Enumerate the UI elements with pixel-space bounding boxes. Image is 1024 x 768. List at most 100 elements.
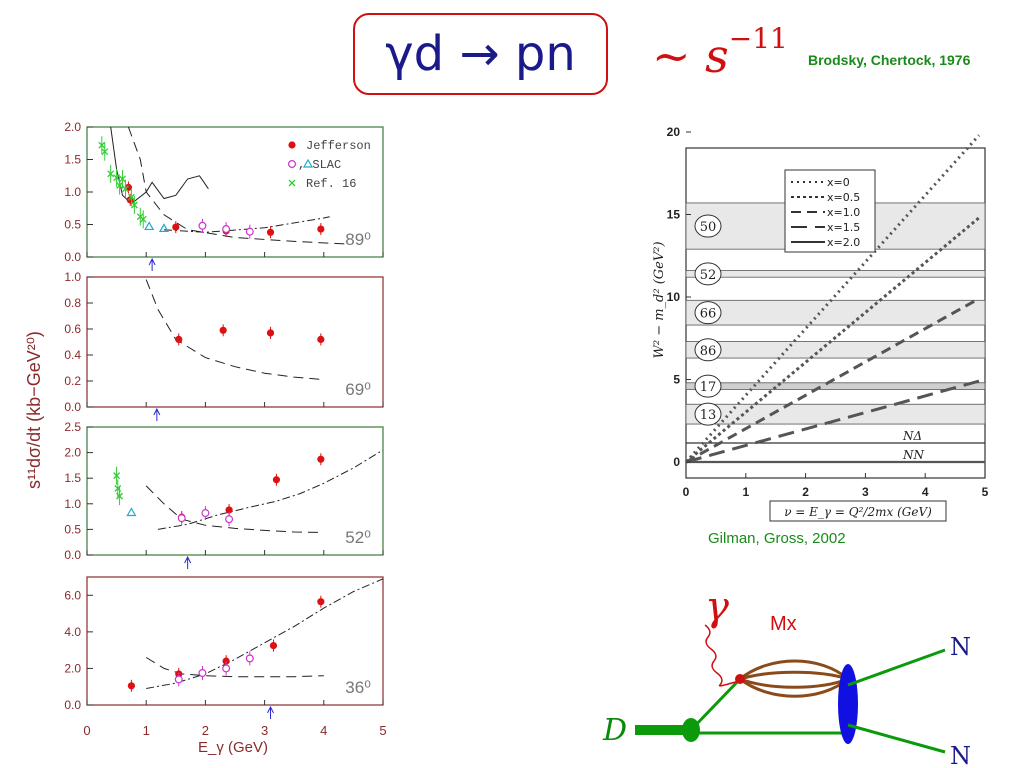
x-tick-label: 1: [143, 723, 150, 738]
y-tick-label: 1.0: [64, 497, 81, 511]
theory-curve-dashed: [127, 126, 348, 245]
legend-slac-label: , SLAC: [298, 158, 341, 172]
panel-frame: [86, 576, 384, 706]
citation-gilman: Gilman, Gross, 2002: [708, 530, 846, 547]
legend-slac-circle: [288, 160, 297, 169]
theory-curve-dashed: [145, 279, 324, 381]
angle-label: 36⁰: [345, 678, 371, 697]
y-tick-label: 4.0: [64, 625, 81, 639]
resonance-band-86: [685, 341, 986, 359]
band-label: 86: [700, 344, 717, 359]
x-tick-label: 4: [320, 723, 327, 738]
n-label-top: N: [950, 633, 971, 661]
slac-circle-point: [222, 225, 231, 234]
final-blob: [838, 664, 858, 744]
y-tick-label: 15: [667, 208, 681, 222]
y-tick-label: 0.5: [64, 218, 81, 232]
x-tick-label: 1: [742, 485, 749, 499]
slac-circle-point: [198, 221, 207, 230]
y-tick-label: 0.4: [64, 348, 81, 362]
y-tick-label: 2.0: [64, 120, 81, 134]
band-label: 52: [700, 268, 717, 283]
slac-triangle-point: [144, 221, 155, 231]
y-tick-label: 2.0: [64, 446, 81, 460]
y-tick-label: 0.0: [64, 400, 81, 414]
slac-triangle-point: [126, 507, 137, 517]
band-label-circle: [694, 214, 722, 238]
threshold-arrow: [153, 407, 161, 421]
series-x=0: [684, 134, 981, 464]
threshold-arrow: [267, 705, 274, 719]
series-x=1.5: [685, 379, 980, 464]
resonance-band-66: [685, 299, 986, 326]
x-axis-label: E_γ (GeV): [198, 739, 268, 756]
y-tick-label: 0.0: [64, 548, 81, 562]
mx-line: [739, 670, 849, 681]
y-tick-label: 0.8: [64, 296, 81, 310]
jefferson-point: [127, 682, 135, 690]
ref16-point: [113, 472, 121, 480]
mx-label: Mx: [770, 613, 797, 635]
jefferson-point: [269, 641, 278, 650]
scaling-base: ~ s: [652, 29, 729, 83]
photon-line: [704, 624, 743, 687]
band-label: 50: [700, 220, 717, 235]
jefferson-point: [317, 335, 325, 343]
band-label: 17: [700, 380, 717, 395]
panel-4: 0.0 2.0 4.0 6.0 36⁰: [64, 576, 384, 719]
slac-circle-point: [174, 675, 183, 684]
jefferson-point: [175, 335, 183, 343]
scaling-exponent: −11: [728, 22, 788, 55]
angle-label: 89⁰: [345, 230, 371, 249]
x-tick-label: 5: [982, 485, 989, 499]
x-tick-label: 2: [802, 485, 809, 499]
x-axis-label-box: [769, 500, 947, 522]
band-label-circle: [694, 374, 722, 398]
mx-line: [739, 677, 849, 689]
jefferson-point: [266, 329, 275, 337]
d-label: D: [602, 713, 627, 748]
band-label-circle: [694, 402, 722, 426]
mx-line: [739, 659, 849, 681]
ref16-point: [107, 170, 115, 178]
x-tick-label: 5: [379, 723, 386, 738]
threshold-label: NN: [902, 448, 925, 462]
ref16-point: [122, 185, 129, 193]
threshold-arrow: [184, 555, 192, 569]
panel-2: 0.0 0.2 0.4 0.6 0.8 1.0 69⁰: [64, 270, 384, 421]
x-tick-label: 3: [261, 723, 268, 738]
jefferson-point: [266, 228, 275, 236]
diagram: γ Mx D N N: [602, 584, 971, 768]
legend-slac-triangle: [302, 158, 314, 168]
ref16-point: [139, 215, 147, 223]
band-label-circle: [694, 338, 722, 362]
slac-circle-point: [198, 668, 207, 677]
citation-brodsky: Brodsky, Chertock, 1976: [808, 52, 971, 68]
legend-label: x=1.0: [827, 206, 860, 219]
y-tick-label: 1.5: [64, 471, 81, 485]
y-tick-label: 0.0: [64, 250, 81, 264]
panel-frame: [86, 426, 384, 556]
jefferson-point: [317, 598, 325, 606]
band-label-circle: [694, 262, 722, 286]
mx-line: [739, 677, 849, 698]
jefferson-point: [219, 326, 227, 334]
theory-curve-dash-dot: [157, 449, 384, 530]
ref16-point: [113, 174, 121, 182]
legend-jefferson-marker: [288, 141, 296, 149]
legend-label: x=0: [827, 176, 850, 189]
scaling-formula: ~ s−11: [652, 22, 788, 83]
band-label: 66: [700, 307, 717, 322]
y-tick-label: 10: [667, 290, 681, 304]
ref16-point: [116, 182, 124, 189]
resonance-band-17: [685, 382, 986, 390]
panel-3: 0.0 0.5 1.0 1.5 2.0 2.5 52⁰: [64, 420, 384, 569]
page-title: γd → pn: [385, 26, 576, 82]
theory-curve-dashed: [145, 657, 324, 678]
y-tick-label: 1.0: [64, 270, 81, 284]
y-tick-label: 5: [673, 373, 680, 387]
legend-jefferson-label: Jefferson: [306, 139, 371, 153]
y-tick-label: 0.6: [64, 322, 81, 336]
outgoing-nucleon-top: [847, 648, 946, 687]
